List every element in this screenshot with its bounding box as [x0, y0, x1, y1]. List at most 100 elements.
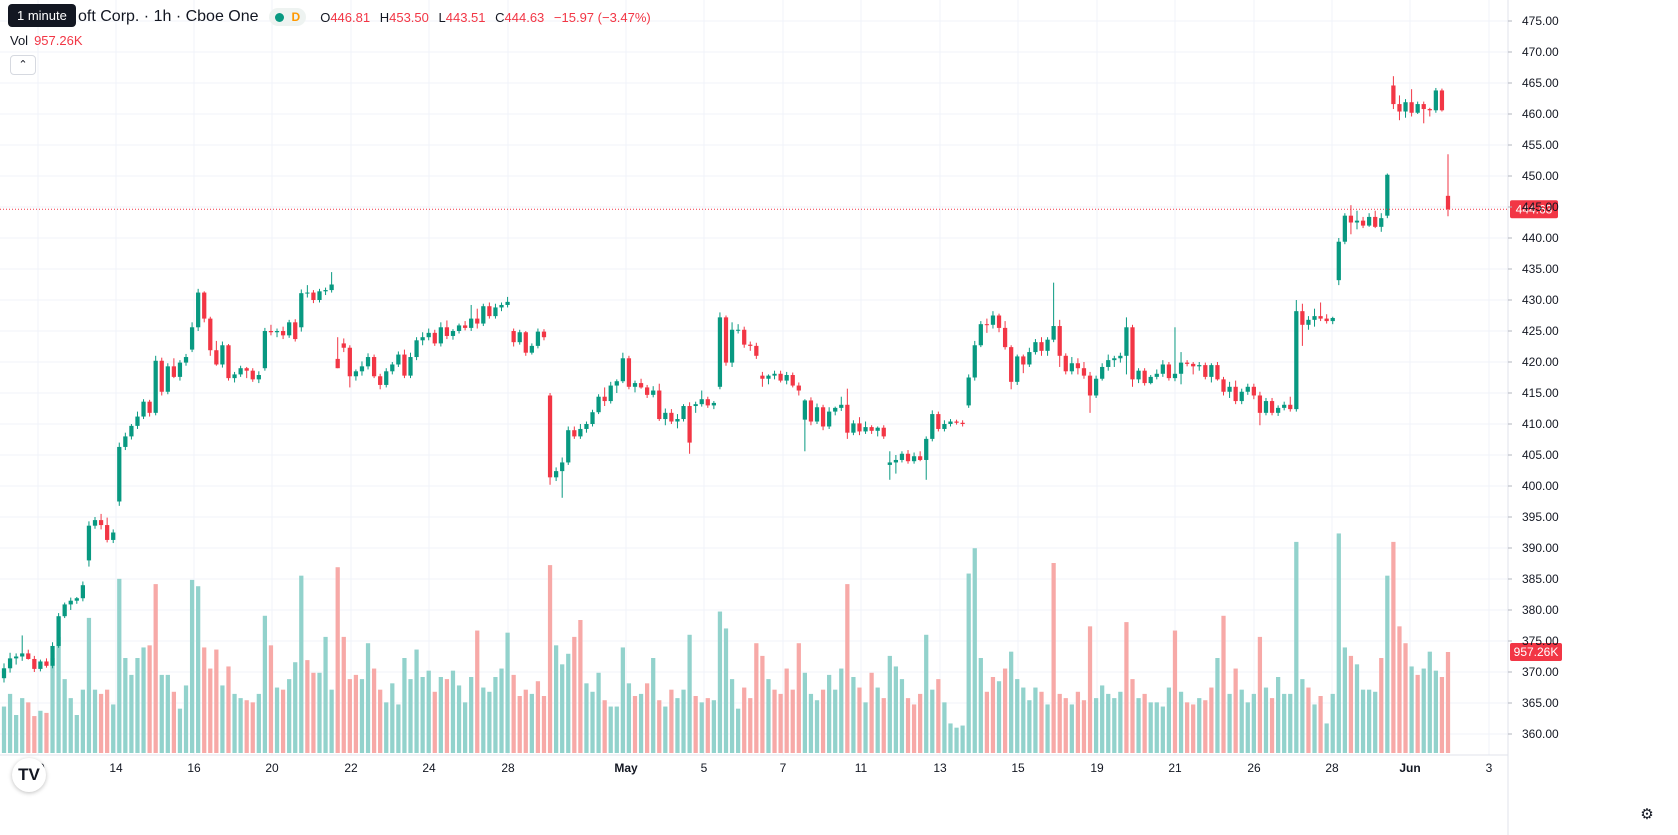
volume-bar: [572, 636, 577, 753]
volume-bar: [827, 674, 832, 753]
volume-bar: [681, 689, 686, 753]
volume-bar: [475, 630, 480, 753]
volume-bar: [1209, 687, 1214, 753]
volume-bar: [887, 655, 892, 753]
volume-bar: [86, 617, 92, 753]
volume-bar: [778, 693, 783, 753]
volume-bar: [232, 693, 237, 753]
x-tick-label: 19: [1090, 761, 1104, 775]
delayed-badge: D: [291, 10, 301, 24]
volume-bar: [875, 687, 880, 753]
volume-bar: [98, 693, 104, 753]
candle-body: [966, 377, 971, 406]
candle-body: [723, 317, 729, 363]
volume-bar: [754, 643, 759, 753]
candle-body: [408, 357, 413, 376]
candle-body: [1306, 319, 1311, 325]
volume-bar: [183, 685, 189, 753]
volume-bar: [814, 700, 820, 753]
volume-bar: [1118, 691, 1123, 753]
candle-body: [153, 360, 158, 413]
volume-bar: [1421, 668, 1426, 753]
candle-body: [748, 344, 753, 346]
candle-body: [420, 337, 425, 341]
volume-bar: [1100, 685, 1105, 753]
x-tick-label: 21: [1168, 761, 1182, 775]
gear-icon[interactable]: ⚙: [1640, 806, 1654, 823]
volume-bar: [20, 698, 25, 753]
candle-body: [566, 430, 571, 463]
candle-body: [1403, 102, 1408, 112]
candle-body: [572, 430, 577, 437]
collapse-legend-button[interactable]: ⌃: [10, 55, 36, 75]
volume-bar: [511, 674, 516, 753]
volume-bar: [620, 647, 625, 753]
close-label: C: [495, 9, 505, 25]
candle-body: [1178, 362, 1184, 374]
candle-body: [475, 318, 480, 324]
ohlc-values: O446.81 H453.50 L443.51 C444.63 −15.97 (…: [320, 10, 651, 25]
volume-bar: [808, 693, 814, 753]
status-indicators[interactable]: D: [268, 8, 307, 26]
candle-body: [196, 292, 201, 328]
candle-body: [456, 325, 462, 331]
candle-body: [1015, 356, 1020, 382]
volume-bar: [954, 727, 959, 753]
volume-bar: [384, 702, 389, 753]
open-label: O: [320, 9, 331, 25]
candle-body: [171, 366, 177, 377]
tradingview-logo[interactable]: TV: [12, 758, 46, 792]
candle-body: [117, 446, 122, 502]
candle-body: [92, 520, 98, 526]
volume-bar: [1009, 651, 1014, 753]
symbol-title[interactable]: oft Corp. · 1h · Cboe One: [78, 8, 259, 25]
last-price-label: 444.63: [1516, 202, 1553, 216]
volume-bar: [784, 668, 789, 753]
y-tick-label: 475.00: [1522, 14, 1559, 28]
volume-bar: [1409, 666, 1414, 753]
candle-body: [426, 332, 431, 338]
volume-value: 957.26K: [34, 33, 83, 48]
volume-bar: [256, 693, 261, 753]
candle-body: [620, 358, 625, 382]
y-tick-label: 375.00: [1522, 634, 1559, 648]
volume-bar: [645, 683, 650, 753]
volume-bar: [1324, 723, 1329, 753]
candle-body: [341, 343, 346, 348]
volume-bar: [863, 702, 868, 753]
candle-body: [584, 424, 589, 429]
candle-body: [1106, 360, 1111, 367]
candle-body: [681, 406, 686, 420]
candle-body: [165, 366, 170, 392]
candle-body: [1294, 311, 1299, 410]
volume-bar: [905, 698, 911, 753]
volume-bar: [244, 700, 249, 753]
candle-body: [1282, 404, 1287, 408]
volume-bar: [960, 725, 965, 753]
volume-bar: [1263, 687, 1269, 753]
volume-bar: [535, 681, 541, 753]
candle-body: [268, 331, 274, 333]
candle-body: [796, 385, 801, 391]
candle-body: [1027, 352, 1032, 365]
candle-body: [899, 453, 905, 460]
volume-bar: [669, 689, 674, 753]
volume-bar: [1, 706, 7, 753]
volume-bar: [135, 658, 140, 753]
legend-header: oft Corp. · 1h · Cboe One D O446.81 H453…: [10, 7, 651, 27]
candle-body: [353, 371, 359, 377]
candle-body: [214, 350, 219, 365]
candle-body: [1342, 215, 1347, 242]
candle-body: [978, 324, 983, 346]
candle-body: [177, 362, 183, 377]
volume-bar: [924, 634, 929, 753]
candle-body: [869, 427, 874, 431]
candle-body: [523, 332, 528, 353]
candle-body: [1136, 370, 1141, 380]
volume-bar: [14, 715, 19, 753]
y-tick-label: 360.00: [1522, 727, 1559, 741]
candle-body: [26, 653, 31, 659]
volume-bar: [481, 687, 486, 753]
volume-bar: [1063, 698, 1068, 753]
